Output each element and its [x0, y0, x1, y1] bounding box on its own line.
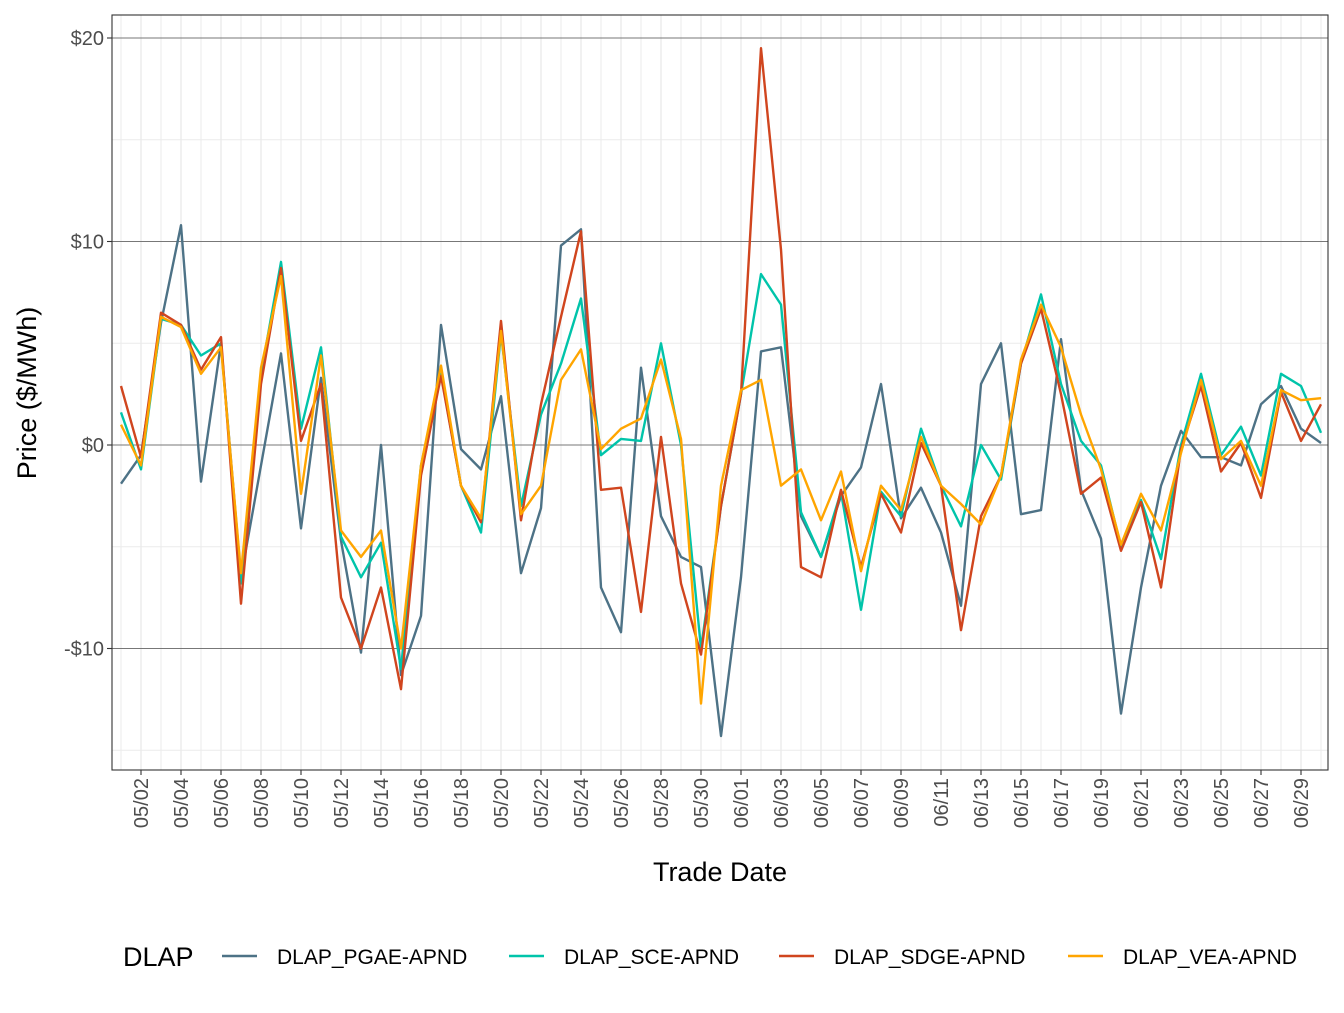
x-tick-label: 06/11 — [931, 778, 953, 827]
x-tick-label: 05/14 — [371, 778, 393, 828]
legend-label: DLAP_PGAE-APND — [277, 946, 467, 969]
y-axis-title: Price ($/MWh) — [12, 307, 42, 480]
x-tick-label: 05/22 — [531, 778, 553, 828]
x-tick-label: 06/01 — [731, 778, 753, 828]
x-tick-label: 05/28 — [651, 778, 673, 828]
x-tick-label: 05/24 — [571, 778, 593, 828]
series-line-dlap-vea-apnd — [119, 274, 1322, 705]
legend-label: DLAP_VEA-APND — [1123, 946, 1297, 969]
x-tick-label: 06/15 — [1011, 778, 1033, 828]
x-tick-label: 06/03 — [771, 778, 793, 828]
x-tick-label: 06/21 — [1131, 778, 1153, 828]
x-tick-label: 06/07 — [851, 778, 873, 828]
x-tick-label: 05/04 — [171, 778, 193, 828]
x-tick-label: 06/17 — [1051, 778, 1073, 828]
series-line-dlap-pgae-apnd — [120, 224, 1322, 738]
x-tick-label: 05/30 — [691, 778, 713, 828]
legend-title: DLAP — [123, 942, 194, 972]
x-tick-label: 05/10 — [291, 778, 313, 828]
y-tick-label: $10 — [71, 232, 104, 254]
x-tick-label: 06/27 — [1251, 778, 1273, 828]
x-tick-label: 06/25 — [1211, 778, 1233, 828]
x-tick-label: 06/23 — [1171, 778, 1193, 828]
y-axis: -$10 $0 $10 $20 — [64, 28, 112, 661]
legend-label: DLAP_SDGE-APND — [834, 946, 1025, 969]
y-tick-label: $0 — [82, 435, 104, 457]
x-tick-label: 05/08 — [251, 778, 273, 828]
series-lines — [119, 47, 1323, 738]
legend-label: DLAP_SCE-APND — [564, 946, 739, 969]
series-line-dlap-sdge-apnd — [119, 47, 1323, 691]
x-tick-label: 05/20 — [491, 778, 513, 828]
x-tick-label: 05/26 — [611, 778, 633, 828]
x-tick-label: 05/06 — [211, 778, 233, 828]
x-tick-label: 05/02 — [131, 778, 153, 828]
x-axis-title: Trade Date — [653, 857, 787, 887]
x-tick-label: 05/16 — [411, 778, 433, 828]
x-axis: 05/02 05/04 05/06 05/08 05/10 05/12 05/14 05/16… — [131, 770, 1313, 828]
gridlines — [112, 15, 1328, 770]
x-tick-label: 06/29 — [1291, 778, 1313, 828]
plot-panel-border — [111, 14, 1329, 771]
x-tick-label: 06/19 — [1091, 778, 1113, 828]
x-tick-label: 06/05 — [811, 778, 833, 828]
legend: DLAP DLAP_PGAE-APND DLAP_SCE-APND DLAP_SDG… — [123, 942, 1297, 972]
y-tick-label: -$10 — [64, 639, 104, 661]
x-tick-label: 05/18 — [451, 778, 473, 828]
y-tick-label: $20 — [71, 28, 104, 50]
x-tick-label: 06/09 — [891, 778, 913, 828]
x-tick-label: 06/13 — [971, 778, 993, 828]
x-tick-label: 05/12 — [331, 778, 353, 828]
